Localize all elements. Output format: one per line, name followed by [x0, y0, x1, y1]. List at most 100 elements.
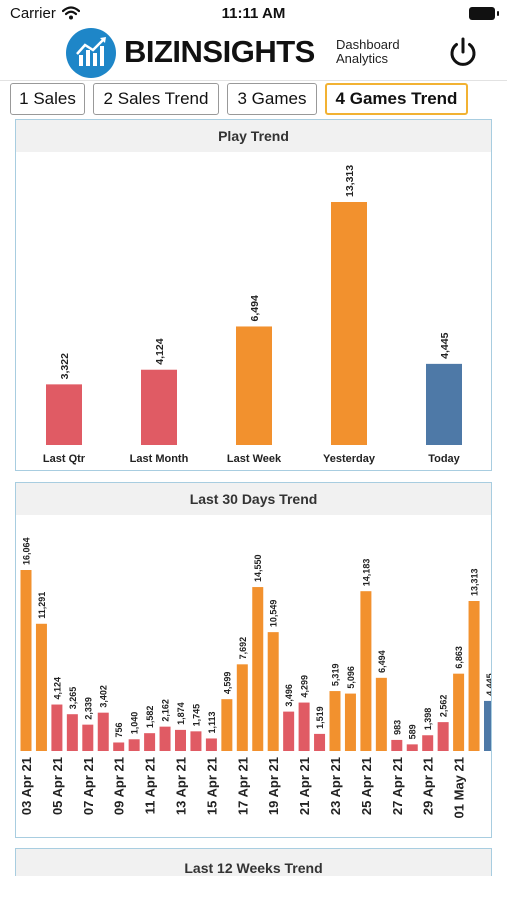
- daily-trend-bar: [344, 693, 356, 751]
- daily-trend-bar: [375, 677, 387, 751]
- daily-trend-bar: [128, 739, 140, 751]
- play-trend-value-label: 4,124: [154, 338, 166, 364]
- power-icon[interactable]: [446, 36, 480, 75]
- status-bar: Carrier 11:11 AM: [0, 0, 507, 28]
- play-trend-chart: 3,322 Last Qtr 4,124 Last Month 6,494 Last We…: [43, 165, 462, 465]
- header-divider: [0, 80, 507, 81]
- daily-trend-value-label: 2,339: [83, 697, 93, 720]
- daily-trend-value-label: 4,299: [300, 675, 310, 698]
- last-30-days-title: Last 30 Days Trend: [16, 483, 491, 515]
- daily-trend-bar: [35, 623, 47, 751]
- last-30-days-chart: 16,064 11,291 4,124 3,265 2,339 3,402 756 1,040…: [19, 537, 491, 818]
- daily-trend-bar: [205, 738, 217, 751]
- play-trend-value-label: 4,445: [439, 332, 451, 358]
- daily-trend-value-label: 3,265: [68, 687, 78, 710]
- daily-trend-bar: [252, 587, 264, 751]
- daily-trend-bar: [51, 704, 63, 751]
- play-trend-category-label: Last Qtr: [43, 453, 86, 465]
- tab-sales[interactable]: 1 Sales: [10, 83, 85, 115]
- daily-trend-value-label: 3,496: [284, 684, 294, 707]
- daily-trend-tick-label: 11 Apr 21: [143, 757, 158, 814]
- play-trend-category-label: Last Month: [130, 453, 189, 465]
- tab-bar: 1 Sales 2 Sales Trend 3 Games 4 Games Tr…: [0, 83, 507, 115]
- daily-trend-value-label: 1,745: [191, 704, 201, 727]
- tab-games[interactable]: 3 Games: [227, 83, 317, 115]
- daily-trend-bar: [221, 699, 233, 751]
- daily-trend-value-label: 4,599: [222, 672, 232, 695]
- daily-trend-value-label: 5,096: [346, 666, 356, 689]
- daily-trend-bar: [283, 711, 295, 751]
- daily-trend-bar: [360, 591, 372, 751]
- daily-trend-bar: [484, 700, 491, 751]
- daily-trend-bar: [113, 742, 125, 751]
- daily-trend-tick-label: 19 Apr 21: [266, 757, 281, 815]
- daily-trend-value-label: 13,313: [470, 568, 480, 596]
- play-trend-value-label: 3,322: [59, 353, 71, 379]
- play-trend-category-label: Yesterday: [323, 453, 376, 465]
- daily-trend-value-label: 983: [392, 720, 402, 735]
- brand-subtitle-line2: Analytics: [336, 51, 389, 66]
- daily-trend-bar: [329, 691, 341, 751]
- daily-trend-bar: [236, 664, 248, 751]
- daily-trend-value-label: 589: [408, 724, 418, 739]
- daily-trend-value-label: 6,863: [454, 646, 464, 669]
- daily-trend-bar: [175, 729, 186, 751]
- play-trend-bar: [331, 202, 367, 445]
- play-trend-bar: [141, 369, 177, 445]
- play-trend-category-label: Last Week: [227, 453, 282, 465]
- app-header: BIZINSIGHTS Dashboard Analytics: [0, 28, 507, 78]
- daily-trend-bar: [82, 724, 94, 751]
- daily-trend-bar: [298, 702, 310, 751]
- daily-trend-tick-label: 09 Apr 21: [112, 757, 127, 815]
- daily-trend-tick-label: 01 May 21: [452, 757, 467, 818]
- daily-trend-bar: [406, 744, 418, 751]
- daily-trend-tick-label: 25 Apr 21: [359, 757, 374, 815]
- battery-icon: [469, 7, 499, 20]
- last-30-days-panel: Last 30 Days Trend 16,064 11,291 4,124 3,26…: [15, 482, 492, 838]
- play-trend-panel: Play Trend 3,322 Last Qtr 4,124 Last Month 6…: [15, 119, 492, 471]
- bizinsights-logo-icon: [66, 28, 116, 78]
- daily-trend-value-label: 1,874: [176, 702, 186, 725]
- daily-trend-tick-label: 05 Apr 21: [50, 757, 65, 815]
- daily-trend-bar: [422, 735, 434, 751]
- play-trend-title: Play Trend: [16, 120, 491, 152]
- daily-trend-tick-label: 23 Apr 21: [328, 757, 343, 815]
- daily-trend-bar: [20, 570, 32, 751]
- tab-sales-trend[interactable]: 2 Sales Trend: [93, 83, 219, 115]
- daily-trend-value-label: 3,402: [99, 685, 109, 708]
- daily-trend-value-label: 7,692: [238, 637, 248, 660]
- daily-trend-bar: [159, 726, 171, 751]
- daily-trend-tick-label: 29 Apr 21: [421, 757, 436, 815]
- daily-trend-value-label: 756: [114, 722, 124, 737]
- brand-name: BIZINSIGHTS: [124, 34, 315, 69]
- daily-trend-value-label: 1,519: [315, 706, 325, 729]
- carrier-label: Carrier: [10, 5, 56, 22]
- daily-trend-tick-label: 21 Apr 21: [297, 757, 312, 815]
- play-trend-category-label: Today: [428, 453, 460, 465]
- daily-trend-tick-label: 07 Apr 21: [81, 757, 96, 815]
- daily-trend-tick-label: 17 Apr 21: [235, 757, 250, 815]
- daily-trend-value-label: 1,582: [145, 706, 155, 729]
- daily-trend-value-label: 11,291: [37, 592, 47, 619]
- daily-trend-bar: [453, 673, 465, 751]
- brand-subtitle: Dashboard Analytics: [336, 38, 400, 66]
- brand-subtitle-line1: Dashboard: [336, 37, 400, 52]
- play-trend-bar: [236, 326, 272, 445]
- daily-trend-value-label: 1,398: [423, 708, 433, 731]
- daily-trend-bar: [468, 600, 480, 751]
- last-12-weeks-panel: Last 12 Weeks Trend: [15, 848, 492, 876]
- play-trend-value-label: 6,494: [249, 295, 261, 321]
- daily-trend-tick-label: 27 Apr 21: [390, 757, 405, 815]
- daily-trend-value-label: 1,040: [130, 712, 140, 735]
- daily-trend-bar: [66, 714, 78, 751]
- last-12-weeks-title: Last 12 Weeks Trend: [16, 849, 491, 876]
- daily-trend-value-label: 4,124: [52, 677, 62, 700]
- daily-trend-value-label: 5,319: [331, 664, 341, 687]
- tab-games-trend[interactable]: 4 Games Trend: [325, 83, 468, 115]
- daily-trend-value-label: 14,183: [361, 559, 371, 587]
- daily-trend-tick-label: 03 Apr 21: [19, 757, 34, 815]
- daily-trend-value-label: 14,550: [253, 555, 263, 583]
- daily-trend-value-label: 16,064: [22, 537, 32, 565]
- wifi-icon: [61, 6, 81, 25]
- daily-trend-bar: [97, 712, 109, 751]
